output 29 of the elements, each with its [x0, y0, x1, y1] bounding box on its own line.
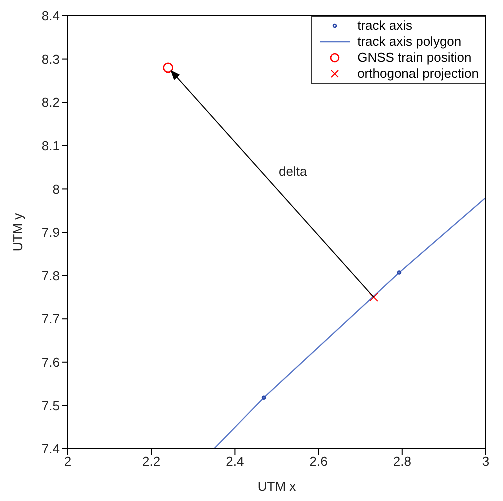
x-tick-label: 2.8 [393, 454, 412, 470]
y-tick-label: 7.9 [42, 225, 60, 240]
y-tick-label: 7.4 [42, 442, 60, 457]
line-series [214, 197, 486, 449]
y-tick-label: 8.4 [42, 8, 60, 24]
legend-label: GNSS train position [358, 50, 472, 66]
point [163, 62, 174, 74]
y-tick-label: 7.8 [42, 268, 60, 284]
x-tick-label: 2.6 [310, 454, 328, 470]
x-tick-label: 2 [64, 454, 72, 470]
x-tick-label: 2.2 [142, 454, 161, 470]
annotation: delta [279, 164, 308, 180]
legend-label: track axis polygon [358, 34, 462, 50]
y-tick-label: 8.3 [42, 52, 60, 67]
point [262, 396, 266, 400]
legend-label: track axis [358, 18, 412, 34]
x-axis-title: UTM x [258, 479, 297, 494]
y-tick-label: 8.2 [42, 95, 60, 110]
y-tick-label: 7.6 [42, 355, 60, 370]
point [397, 270, 402, 275]
y-axis-title: UTM y [10, 212, 26, 252]
y-tick-label: 7.7 [42, 312, 60, 327]
y-tick-label: 8.1 [42, 138, 60, 154]
x-tick-label: 2.4 [226, 454, 244, 470]
y-tick-label: 7.5 [42, 398, 60, 414]
legend-label: orthogonal projection [358, 66, 479, 82]
point [369, 292, 378, 302]
y-tick-label: 8 [52, 182, 60, 197]
x-tick-label: 3 [482, 454, 490, 470]
